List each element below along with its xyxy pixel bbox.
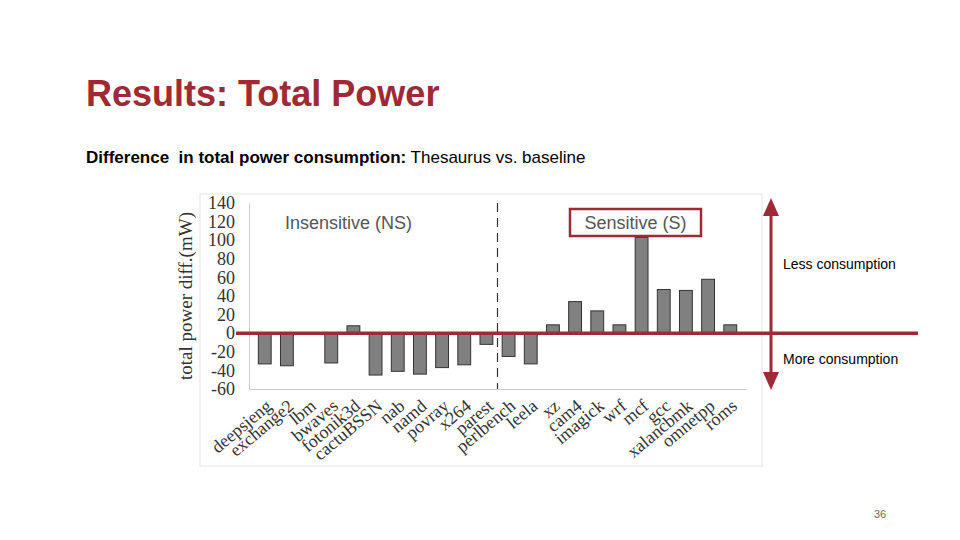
group-separator <box>497 203 498 389</box>
y-tick-label: 0 <box>226 323 235 343</box>
slide: Results: Total Power Difference in total … <box>0 0 960 540</box>
bar <box>679 290 692 333</box>
arrow-label: Less consumption <box>783 256 896 272</box>
y-tick-label: 40 <box>217 286 235 306</box>
x-tick: cactuBSSN <box>310 396 386 465</box>
y-tick-label: 100 <box>208 230 235 250</box>
y-axis-line <box>249 204 250 390</box>
bar <box>458 333 471 365</box>
bar <box>524 333 537 364</box>
group-label-box <box>570 209 701 236</box>
y-axis-title: total power diff.(mW) <box>175 212 197 380</box>
x-tick-label: imagick <box>551 396 608 449</box>
y-tick-label: 20 <box>217 305 235 325</box>
bar <box>436 333 449 367</box>
bar <box>591 311 604 333</box>
group-label: Sensitive (S) <box>584 213 686 233</box>
y-tick-label: 80 <box>217 249 235 269</box>
x-tick: imagick <box>551 396 608 449</box>
bar <box>369 333 382 375</box>
bar <box>502 333 515 356</box>
y-axis: -60-40-20020406080100120140 <box>208 193 250 399</box>
zero-line <box>236 331 918 335</box>
y-tick: 140 <box>208 193 249 213</box>
y-tick: -40 <box>211 361 249 381</box>
y-tick: 120 <box>208 212 249 232</box>
y-tick-label: -20 <box>211 342 235 362</box>
y-tick: 100 <box>208 230 249 250</box>
y-tick-label: 140 <box>208 193 235 213</box>
x-axis-line <box>250 389 747 390</box>
chart-frame <box>200 194 762 466</box>
y-tick-label: -60 <box>211 379 235 399</box>
bar <box>280 333 293 366</box>
x-tick: exchange2 <box>226 396 298 461</box>
x-tick-label: roms <box>700 396 740 434</box>
bar <box>569 302 582 334</box>
y-tick: 60 <box>217 268 249 288</box>
arrow-label: More consumption <box>783 351 898 367</box>
y-tick-label: 60 <box>217 268 235 288</box>
bar <box>325 333 338 363</box>
x-tick-label: leela <box>502 396 541 433</box>
y-tick-label: -40 <box>211 361 235 381</box>
subtitle: Difference in total power consumption: T… <box>86 148 585 167</box>
y-tick: 20 <box>217 305 249 325</box>
y-tick: -60 <box>211 379 249 399</box>
arrow-shaft <box>770 212 773 378</box>
group-label: Insensitive (NS) <box>285 213 412 233</box>
y-tick: 80 <box>217 249 249 269</box>
x-axis: deepsjengexchange2lbmbwavesfotonik3dcact… <box>207 390 746 465</box>
page-number: 36 <box>874 508 886 520</box>
x-tick: roms <box>700 396 740 434</box>
y-tick: -20 <box>211 342 249 362</box>
arrow-head <box>763 372 779 390</box>
bar <box>413 333 426 374</box>
slide-title: Results: Total Power <box>86 73 439 114</box>
y-tick-label: 120 <box>208 212 235 232</box>
bar <box>391 333 404 371</box>
arrow-head <box>763 198 779 216</box>
y-tick: 40 <box>217 286 249 306</box>
x-tick-label: exchange2 <box>226 396 298 461</box>
bar <box>702 279 715 333</box>
x-tick: leela <box>502 396 541 433</box>
bar <box>657 289 670 333</box>
bar <box>635 237 648 333</box>
bar <box>258 333 271 364</box>
x-tick-label: cactuBSSN <box>310 396 386 465</box>
